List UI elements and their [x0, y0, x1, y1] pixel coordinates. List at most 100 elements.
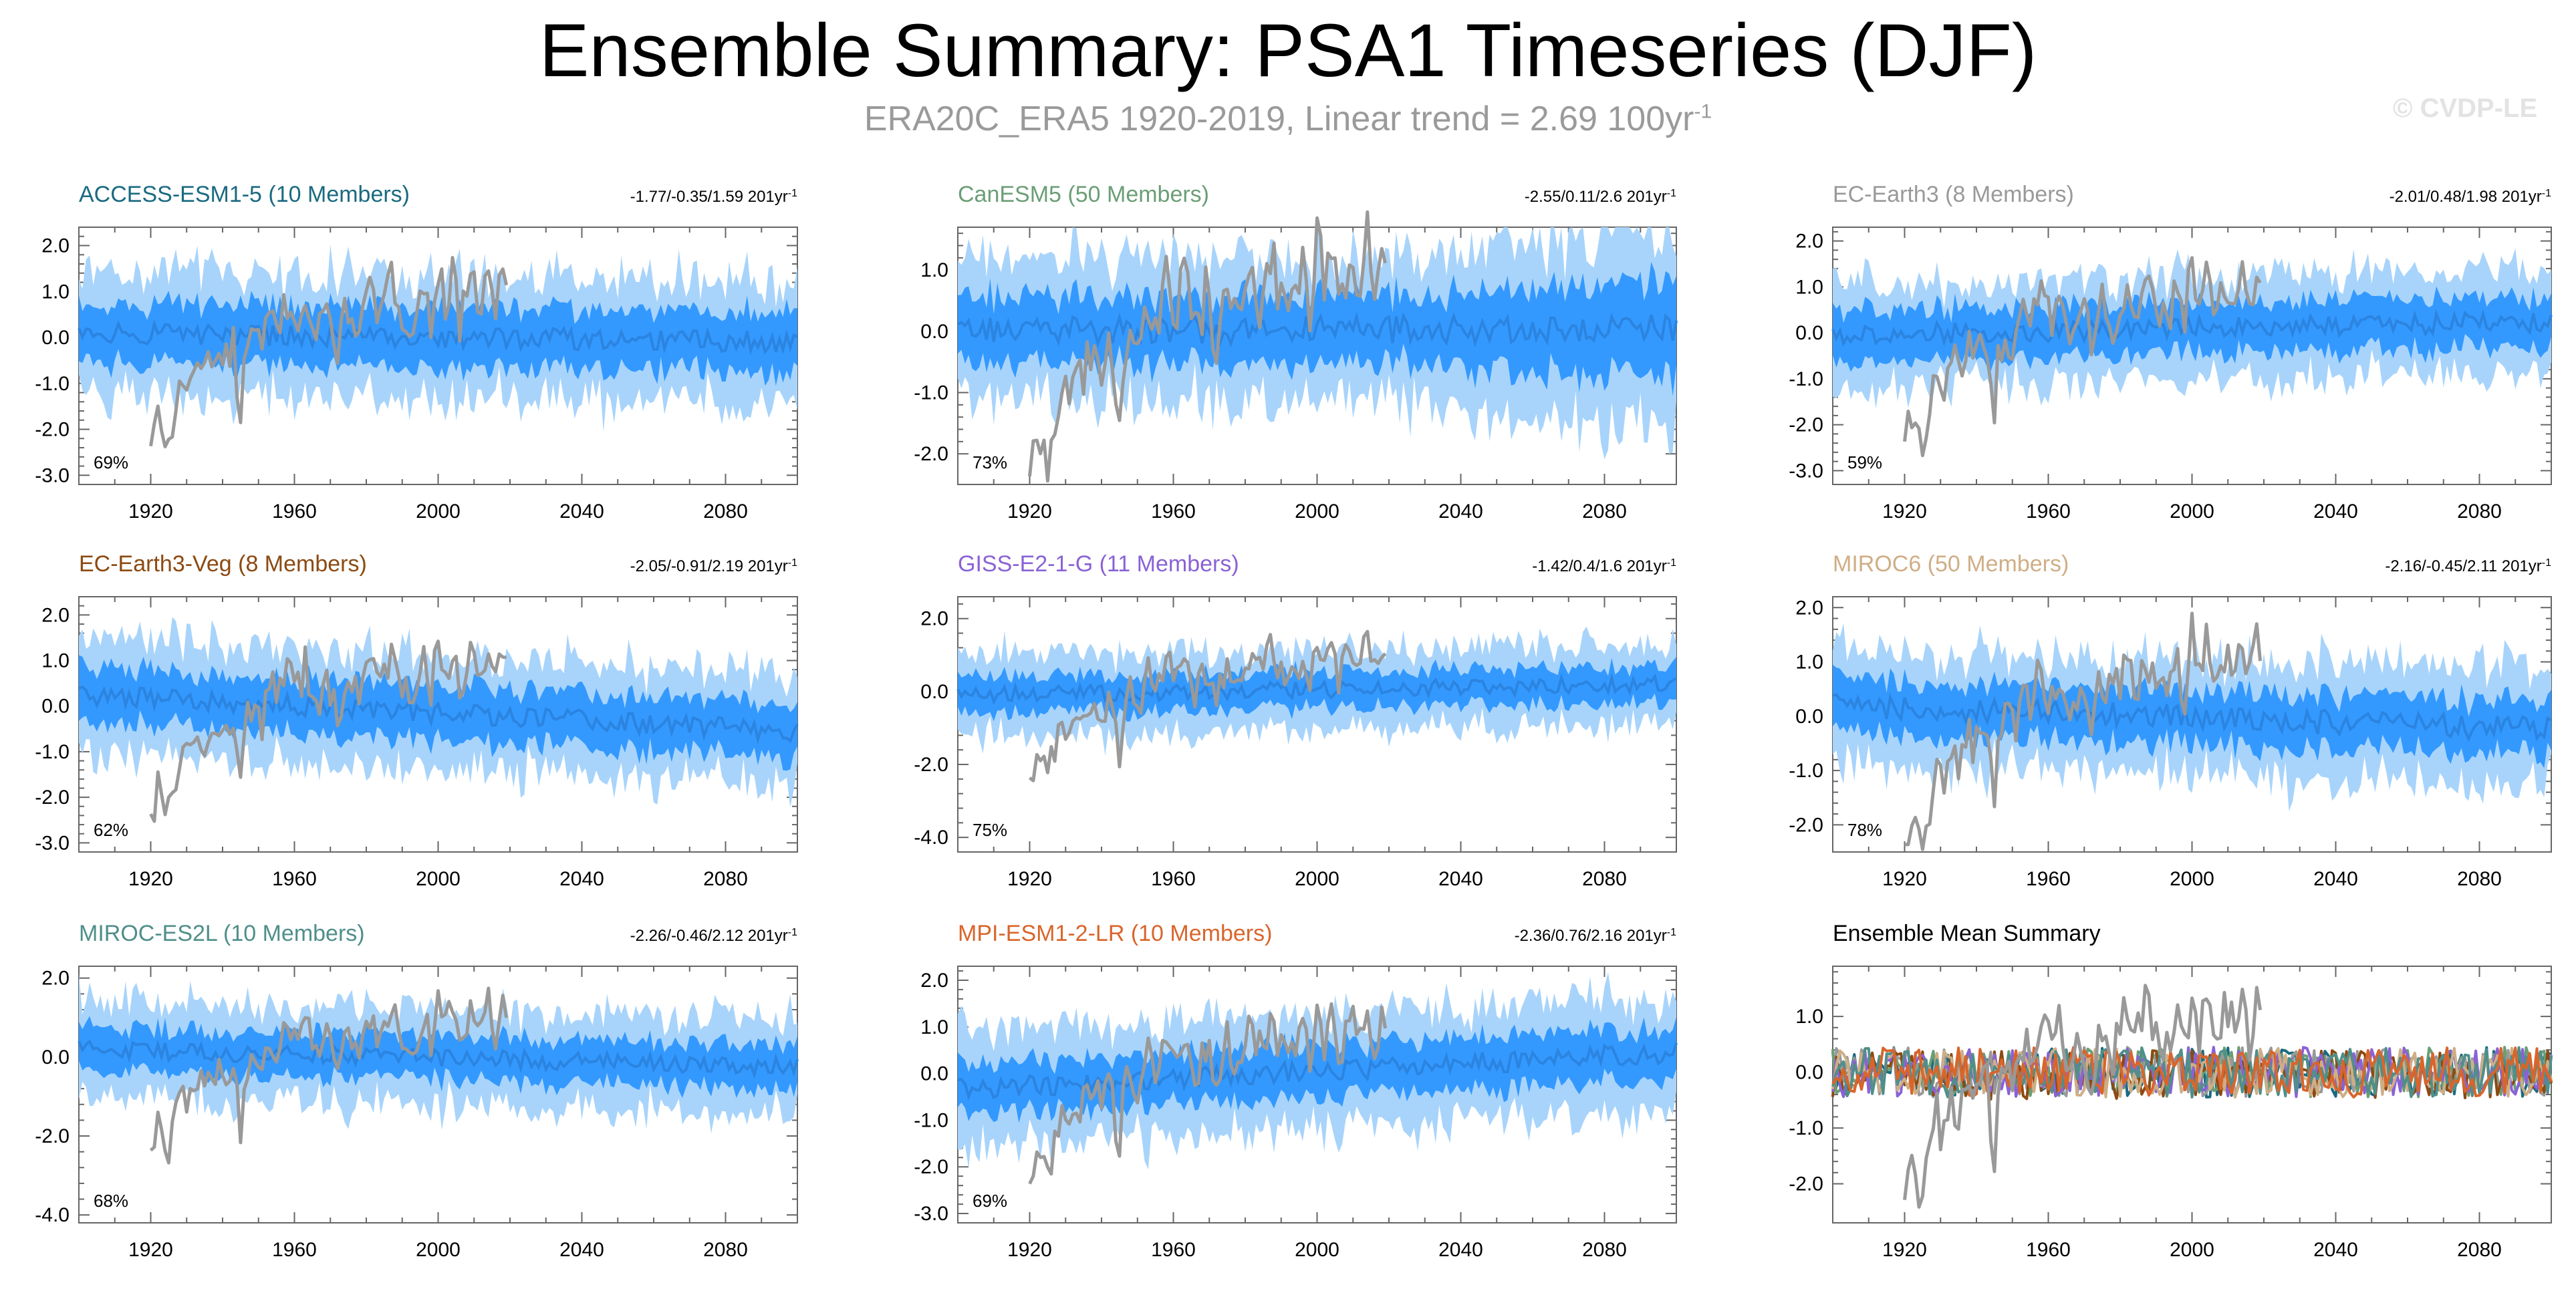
y-tick-label: 0.0 — [41, 696, 70, 718]
observed-line — [1903, 984, 2263, 1209]
panel-title: CanESM5 (50 Members) — [958, 182, 1209, 207]
observed-line — [1028, 210, 1388, 483]
x-tick-label: 2040 — [559, 500, 604, 523]
x-tick-label: 1920 — [1007, 868, 1052, 890]
x-tick-label: 2040 — [2313, 500, 2358, 523]
model-mean-line — [1831, 1046, 2553, 1099]
y-tick-label: 1.0 — [920, 1016, 948, 1038]
x-tick-label: 2080 — [2457, 500, 2502, 523]
y-tick-label: 1.0 — [1795, 276, 1823, 298]
inner-spread-band — [79, 291, 797, 386]
percent-label: 69% — [973, 1191, 1007, 1211]
inner-spread-band — [79, 655, 797, 771]
trend-label: -2.05/-0.91/2.19 201yr-1 — [630, 557, 797, 576]
y-tick-label: -4.0 — [35, 1204, 70, 1226]
y-tick-label: 0.0 — [1795, 322, 1823, 344]
x-tick-label: 2040 — [2313, 868, 2358, 890]
panel-title: ACCESS-ESM1-5 (10 Members) — [79, 182, 410, 207]
y-tick-label: 0.0 — [920, 321, 948, 343]
panel-mpi-esm1-2-lr: MPI-ESM1-2-LR (10 Members) 1920 1960 2000 20… — [914, 921, 1678, 1261]
y-tick-label: -1.0 — [35, 741, 70, 763]
y-tick-label: -1.0 — [1789, 1117, 1823, 1139]
x-tick-label: 2000 — [416, 500, 461, 523]
observed-line — [1903, 256, 2262, 458]
x-tick-label: 2080 — [1582, 1239, 1627, 1261]
x-tick-label: 1920 — [1007, 500, 1052, 523]
y-tick-label: 0.0 — [920, 1063, 948, 1085]
panel-title: EC-Earth3 (8 Members) — [1833, 182, 2074, 207]
watermark: © CVDP-LE — [2393, 94, 2538, 123]
percent-label: 73% — [973, 452, 1007, 472]
trend-exponent: -1 — [2542, 557, 2551, 569]
y-tick-label: -3.0 — [35, 464, 70, 486]
ensemble-mean-line — [957, 1042, 1678, 1101]
x-tick-label: 2000 — [1295, 1239, 1339, 1261]
observed-line — [1028, 1002, 1388, 1185]
y-tick-label: 0.0 — [1795, 706, 1823, 728]
y-tick-label: -3.0 — [35, 832, 70, 854]
y-tick-label: -4.0 — [914, 827, 948, 849]
y-tick-label: -3.0 — [1789, 460, 1823, 482]
y-tick-label: 1.0 — [920, 259, 948, 281]
subtitle-exponent: -1 — [1694, 100, 1712, 123]
observed-line — [149, 986, 509, 1165]
ensemble-mean-line — [957, 311, 1678, 348]
ensemble-mean-line — [78, 685, 799, 745]
observed-line — [1904, 611, 2263, 851]
y-tick-label: 0.0 — [920, 681, 948, 703]
x-tick-label: 1960 — [2026, 500, 2071, 523]
y-tick-label: -2.0 — [914, 1156, 948, 1178]
y-tick-label: -1.0 — [35, 373, 70, 395]
y-tick-label: 1.0 — [41, 281, 70, 303]
ensemble-mean-line — [956, 673, 1678, 705]
y-tick-label: 2.0 — [1795, 231, 1823, 253]
inner-spread-band — [1833, 664, 2551, 768]
x-tick-label: 2080 — [2457, 1239, 2502, 1261]
observed-line — [149, 639, 507, 823]
panel-title: MIROC-ES2L (10 Members) — [79, 921, 365, 946]
x-tick-label: 2040 — [2313, 1239, 2358, 1261]
x-tick-label: 1920 — [1882, 868, 1927, 890]
y-tick-label: 2.0 — [920, 970, 948, 992]
x-tick-label: 1960 — [272, 1239, 317, 1261]
y-tick-label: -2.0 — [35, 786, 70, 809]
panel-title: EC-Earth3-Veg (8 Members) — [79, 551, 367, 577]
x-tick-label: 2080 — [703, 868, 748, 890]
y-tick-label: -2.0 — [35, 419, 70, 441]
x-tick-label: 1960 — [1151, 868, 1196, 890]
trend-label: -2.36/0.76/2.16 201yr-1 — [1515, 927, 1677, 946]
percent-label: 75% — [973, 820, 1007, 840]
y-tick-label: -2.0 — [914, 443, 948, 465]
trend-label: -1.77/-0.35/1.59 201yr-1 — [630, 188, 797, 206]
x-tick-label: 2040 — [559, 1239, 604, 1261]
x-tick-label: 2040 — [559, 868, 604, 890]
x-tick-label: 2000 — [416, 1239, 461, 1261]
panel-title: GISS-E2-1-G (11 Members) — [958, 551, 1239, 577]
panel-title: MIROC6 (50 Members) — [1833, 551, 2069, 577]
trend-label: -1.42/0.4/1.6 201yr-1 — [1532, 557, 1676, 576]
x-tick-label: 1920 — [128, 500, 173, 523]
x-tick-label: 2000 — [2170, 868, 2214, 890]
trend-exponent: -1 — [1667, 927, 1676, 938]
x-tick-label: 1960 — [272, 500, 317, 523]
x-tick-label: 1920 — [1007, 1239, 1052, 1261]
y-tick-label: -2.0 — [1789, 414, 1823, 436]
panel-title: MPI-ESM1-2-LR (10 Members) — [958, 921, 1272, 946]
panel-giss-e2-1-g: GISS-E2-1-G (11 Members) 1920 1960 2000 2040… — [914, 551, 1678, 890]
x-tick-label: 2080 — [2457, 868, 2502, 890]
trend-exponent: -1 — [788, 927, 797, 938]
y-tick-label: 2.0 — [41, 235, 70, 257]
y-tick-label: 0.0 — [41, 1046, 70, 1068]
y-tick-label: -1.0 — [1789, 368, 1823, 390]
panel-miroc6: MIROC6 (50 Members) 1920 1960 2000 2040 2080 -… — [1789, 551, 2552, 890]
percent-label: 68% — [94, 1191, 128, 1211]
x-tick-label: 2000 — [2170, 1239, 2214, 1261]
ensemble-mean-line — [78, 1039, 799, 1079]
y-tick-label: -2.0 — [35, 1125, 70, 1147]
y-tick-label: 2.0 — [41, 968, 70, 990]
y-tick-label: -2.0 — [914, 754, 948, 776]
trend-exponent: -1 — [788, 557, 797, 569]
trend-label: -2.26/-0.46/2.12 201yr-1 — [630, 927, 797, 946]
trend-exponent: -1 — [1667, 557, 1676, 569]
trend-exponent: -1 — [788, 188, 797, 199]
